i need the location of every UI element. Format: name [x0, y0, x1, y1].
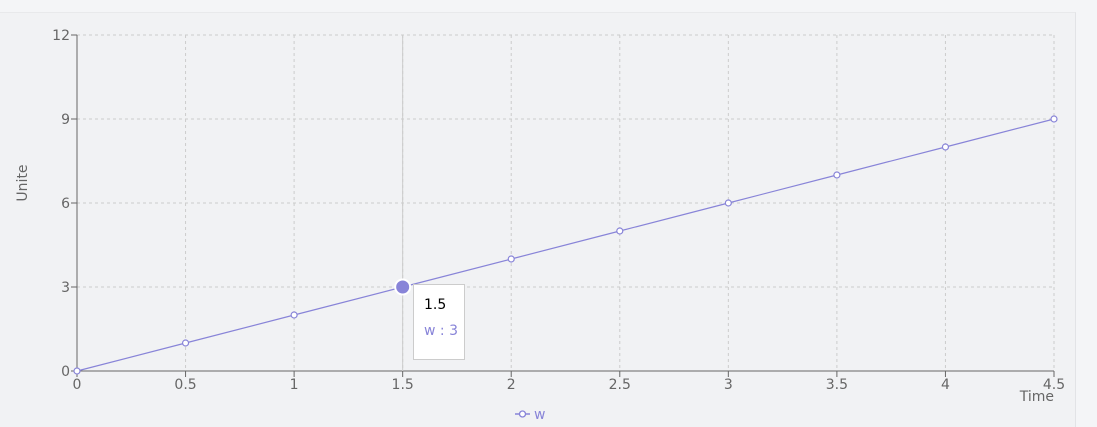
y-axis-title: Unite: [15, 164, 31, 201]
x-tick-label: 4.5: [1043, 377, 1065, 393]
x-tick-label: 3.5: [826, 377, 848, 393]
data-point[interactable]: [724, 199, 732, 207]
chart-legend[interactable]: w: [515, 407, 545, 423]
chart-series: [73, 115, 1058, 375]
legend-dot-icon: [518, 410, 527, 418]
chart-tooltip: 1.5 w : 3: [413, 284, 465, 360]
x-tick-label: 1.5: [392, 377, 414, 393]
x-axis-title: Time: [1019, 389, 1054, 405]
chart-panel: [0, 12, 1076, 427]
y-tick-label: 3: [61, 280, 70, 296]
y-tick-label: 12: [52, 28, 70, 44]
x-tick-label: 0: [73, 377, 82, 393]
x-tick-label: 1: [290, 377, 299, 393]
data-point[interactable]: [1050, 115, 1058, 123]
data-point[interactable]: [941, 143, 950, 151]
y-tick-label: 0: [61, 364, 70, 380]
active-data-point[interactable]: [394, 278, 412, 296]
series-line-w: [76, 118, 1055, 372]
x-tick-label: 2.5: [609, 377, 631, 393]
y-tick-label: 9: [61, 112, 70, 128]
x-tick-label: 3: [724, 377, 733, 393]
tooltip-x-label: 1.5: [424, 297, 447, 313]
data-point[interactable]: [833, 171, 841, 179]
data-point[interactable]: [616, 227, 624, 235]
chart-axes: 0 0.5 1 1.5 2 2.5 3 3.5 4 4.5 0 3 6 9 12: [52, 28, 1065, 393]
tooltip-series-name: w: [424, 323, 436, 339]
data-point[interactable]: [73, 367, 81, 375]
x-tick-label: 2: [507, 377, 516, 393]
data-point[interactable]: [181, 339, 190, 347]
y-tick-label: 6: [61, 196, 70, 212]
x-tick-label: 0.5: [174, 377, 196, 393]
data-point[interactable]: [507, 255, 515, 263]
tooltip-series-value: w : 3: [424, 323, 464, 339]
tooltip-separator: :: [435, 323, 450, 339]
chart-grid: [76, 34, 1055, 372]
data-point[interactable]: [290, 311, 298, 319]
tooltip-value: 3: [449, 323, 458, 339]
x-tick-label: 4: [941, 377, 950, 393]
legend-label-w: w: [534, 407, 545, 423]
